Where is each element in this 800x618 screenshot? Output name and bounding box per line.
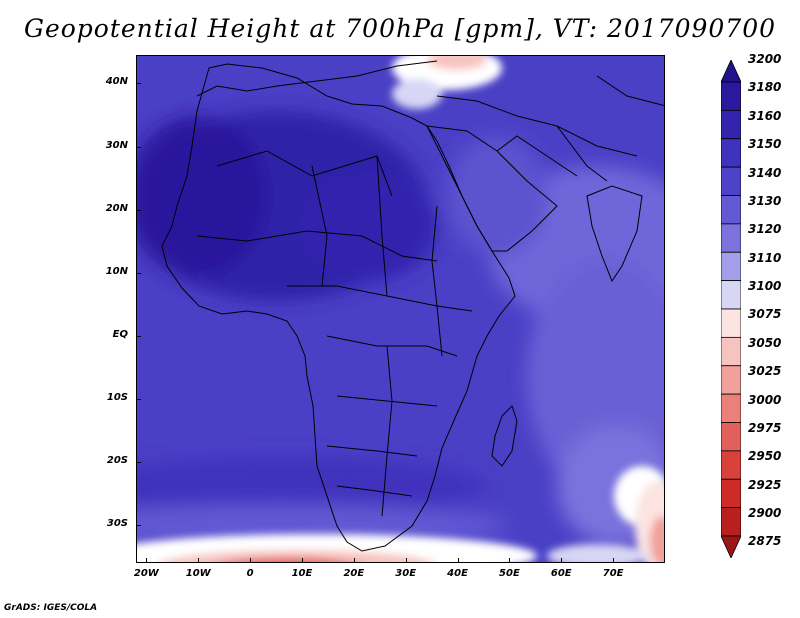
lon-tick-label: 50E xyxy=(499,568,520,579)
colorbar-swatch xyxy=(720,422,742,452)
colorbar-level-label: 3200 xyxy=(748,52,782,66)
colorbar-swatch xyxy=(720,280,742,310)
lat-tick-label: 30S xyxy=(106,518,128,530)
lat-tick-mark xyxy=(136,398,141,400)
colorbar-swatch xyxy=(720,393,742,423)
colorbar-level-label: 3100 xyxy=(748,279,782,293)
colorbar-level-label: 3050 xyxy=(748,335,782,350)
lat-tick-mark xyxy=(136,462,141,464)
map-plot-area xyxy=(136,55,665,563)
colorbar-level-label: 3140 xyxy=(748,165,782,180)
lat-tick-label: 20N xyxy=(105,202,128,214)
colorbar-level-label: 3025 xyxy=(748,364,782,379)
lon-tick-label: 20E xyxy=(343,568,365,579)
geopotential-field xyxy=(137,56,664,562)
lon-tick-mark xyxy=(353,558,355,563)
colorbar-swatch xyxy=(720,365,742,395)
lat-tick-mark xyxy=(136,335,141,337)
lat-tick-mark xyxy=(136,83,141,85)
lon-tick-label: 0 xyxy=(246,568,254,579)
colorbar-top-arrow xyxy=(720,59,742,83)
colorbar-level-label: 3160 xyxy=(748,108,782,123)
lon-tick-mark xyxy=(613,558,615,563)
lon-tick-mark xyxy=(405,558,407,563)
colorbar-level-label: 3110 xyxy=(748,250,782,265)
colorbar-level-label: 3000 xyxy=(748,392,782,407)
colorbar-swatch xyxy=(720,138,742,168)
lat-tick-label: EQ xyxy=(112,328,128,340)
colorbar-level-label: 2925 xyxy=(748,477,782,492)
lon-tick-mark xyxy=(561,558,563,563)
lon-tick-label: 40E xyxy=(447,568,468,579)
lat-tick-mark xyxy=(136,146,141,148)
colorbar-swatch xyxy=(720,195,742,225)
lon-tick-mark xyxy=(250,558,252,563)
lon-tick-label: 70E xyxy=(602,568,624,579)
lon-tick-label: 20W xyxy=(133,568,159,579)
colorbar xyxy=(720,59,742,559)
colorbar-swatch xyxy=(720,166,742,196)
colorbar-swatch xyxy=(720,507,742,537)
lon-tick-label: 10W xyxy=(185,568,211,579)
colorbar-level-label: 2875 xyxy=(748,534,782,549)
lat-tick-mark xyxy=(136,525,141,527)
lon-tick-mark xyxy=(198,558,200,563)
colorbar-swatch xyxy=(720,251,742,282)
lon-tick-label: 30E xyxy=(395,568,417,579)
lon-tick-mark xyxy=(509,558,511,563)
colorbar-swatch xyxy=(720,450,742,480)
colorbar-level-label: 2975 xyxy=(748,420,782,435)
colorbar-level-label: 2950 xyxy=(748,449,782,464)
colorbar-level-label: 3130 xyxy=(748,193,782,208)
colorbar-swatch xyxy=(720,81,742,111)
map-title: Geopotential Height at 700hPa [gpm], VT:… xyxy=(23,14,777,43)
lat-tick-label: 10S xyxy=(106,391,128,403)
colorbar-swatch xyxy=(720,336,742,367)
lon-tick-mark xyxy=(457,558,459,563)
colorbar-level-label: 3075 xyxy=(748,307,782,322)
colorbar-swatch xyxy=(720,109,742,140)
lon-tick-label: 10E xyxy=(291,568,313,579)
colorbar-level-label: 3120 xyxy=(748,222,782,237)
lon-tick-mark xyxy=(301,558,303,563)
lon-tick-mark xyxy=(146,558,148,563)
grads-credit: GrADS: IGES/COLA xyxy=(4,603,98,613)
colorbar-swatch xyxy=(720,478,742,509)
colorbar-level-label: 3150 xyxy=(748,137,782,152)
lat-tick-label: 40N xyxy=(105,76,128,88)
lat-tick-mark xyxy=(136,272,141,274)
lat-tick-label: 20S xyxy=(106,455,128,467)
colorbar-level-label: 3180 xyxy=(748,80,782,95)
colorbar-swatch xyxy=(720,308,742,338)
colorbar-level-label: 2900 xyxy=(748,506,782,520)
lat-tick-label: 10N xyxy=(105,265,128,277)
colorbar-swatch xyxy=(720,223,742,253)
lat-tick-label: 30N xyxy=(105,139,128,151)
colorbar-bottom-arrow xyxy=(720,535,742,559)
lon-tick-label: 60E xyxy=(550,568,572,579)
lat-tick-mark xyxy=(136,209,141,211)
